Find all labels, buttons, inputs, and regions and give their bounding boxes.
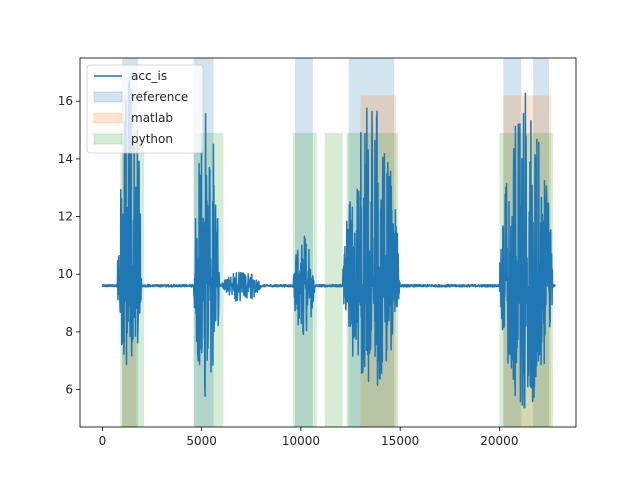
signal-line [101, 79, 556, 409]
y-axis-ticks: 6 8 10 12 14 16 [58, 94, 80, 397]
y-tick-label: 10 [58, 267, 73, 281]
y-tick-label: 14 [58, 152, 73, 166]
plot-frame [79, 57, 577, 428]
legend-frame [86, 64, 204, 154]
y-tick-label: 16 [58, 94, 73, 108]
legend-swatch-matlab [93, 112, 123, 124]
legend-label-acc-is: acc_is [131, 69, 167, 83]
legend-swatch-python [93, 133, 123, 145]
y-tick-label: 12 [58, 210, 73, 224]
legend: acc_is reference matlab python [86, 64, 204, 154]
python-span-3 [324, 132, 343, 427]
x-tick-label: 0 [99, 434, 107, 448]
legend-swatch-reference [93, 91, 123, 103]
series-line-acc-is [101, 79, 556, 409]
y-tick-label: 6 [65, 383, 73, 397]
legend-label-python: python [131, 132, 173, 146]
x-tick-label: 10000 [282, 434, 320, 448]
y-tick-label: 8 [65, 325, 73, 339]
legend-label-reference: reference [131, 90, 188, 104]
x-tick-label: 15000 [381, 434, 419, 448]
x-axis-ticks: 0 5000 10000 15000 20000 [99, 427, 518, 448]
x-tick-label: 20000 [480, 434, 518, 448]
x-tick-label: 5000 [186, 434, 217, 448]
legend-label-matlab: matlab [131, 111, 173, 125]
